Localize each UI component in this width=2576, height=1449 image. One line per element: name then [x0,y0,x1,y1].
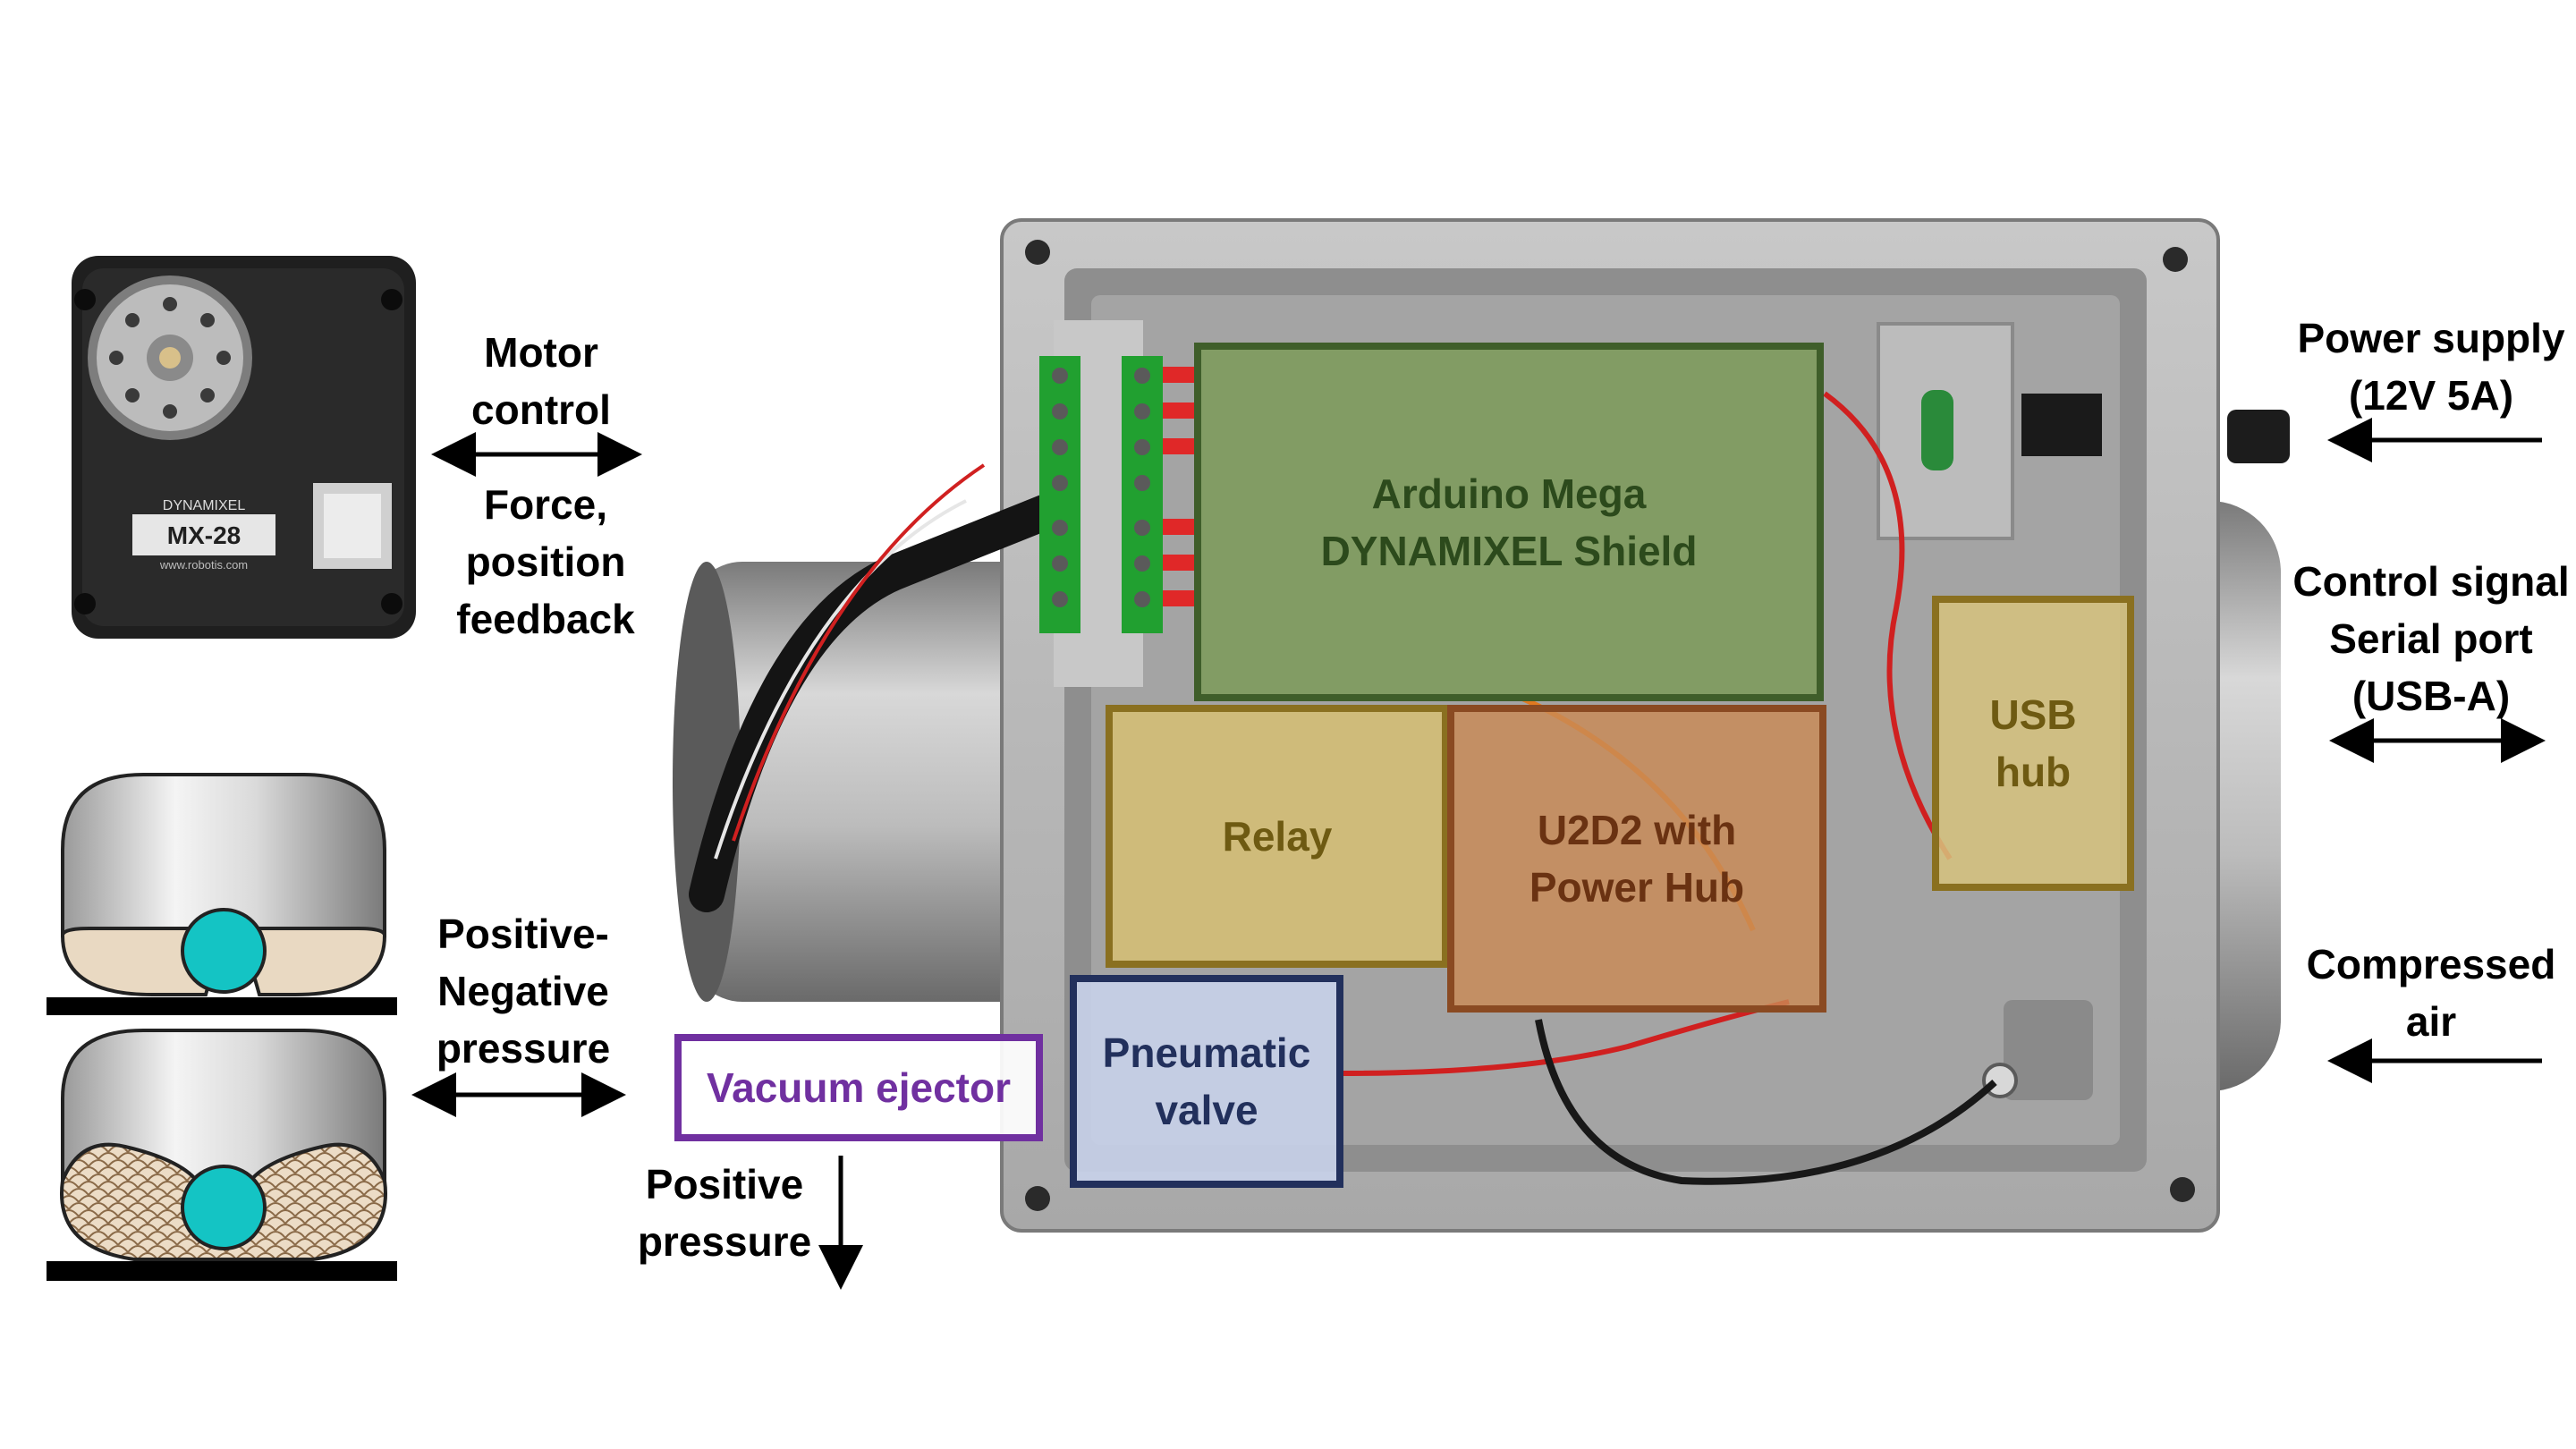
control-line-3: (USB-A) [2351,673,2511,719]
wire-black [1535,1019,1997,1185]
force-line-1: Force, [483,481,608,528]
cable-bundle [689,483,1091,912]
compressed-air-label: Compressed air [2286,936,2576,1050]
force-feedback-label: Force, position feedback [420,476,671,648]
pneumatic-valve-highlight-box [1070,975,1343,1188]
control-signal-label: Control signal Serial port (USB-A) [2286,553,2576,724]
usb-line-2: hub [1995,749,2072,795]
arduino-label: Arduino Mega DYNAMIXEL Shield [1198,346,1820,698]
motor-control-line-2: control [471,386,611,433]
power-supply-label: Power supply (12V 5A) [2286,309,2576,424]
servo-brand-text: DYNAMIXEL [163,498,246,513]
wire-to-valve [1341,999,1790,1076]
arduino-highlight-box [1194,343,1824,701]
servo-model-text: MX-28 [167,521,241,549]
force-line-2: position [465,538,626,585]
u2d2-line-2: Power Hub [1529,864,1745,911]
force-line-3: feedback [456,596,635,642]
wire-red [732,463,986,842]
pressure-line-3: pressure [436,1025,611,1072]
gripper-negative-state [47,1029,397,1281]
usb-line-1: USB [1989,691,2077,738]
positive-pressure-line-2: pressure [637,1218,812,1265]
pneumatic-valve-label: Pneumatic valve [1073,979,1340,1184]
arduino-line-2: DYNAMIXEL Shield [1320,527,1698,574]
pneumatic-line-2: valve [1155,1087,1258,1133]
relay-label: Relay [1109,708,1445,964]
usb-hub-label: USB hub [1936,599,2131,887]
wire-white [714,499,967,860]
relay-text: Relay [1222,813,1333,860]
power-switch [1877,322,2102,540]
servo-motor-image: DYNAMIXEL MX-28 www.robotis.com [72,256,416,639]
vacuum-ejector-highlight-box [674,1034,1043,1141]
pressure-pn-label: Positive- Negative pressure [394,905,653,1077]
control-line-2: Serial port [2329,615,2533,662]
motor-control-label: Motor control [420,324,662,438]
servo-url-text: www.robotis.com [159,558,248,572]
motor-control-line-1: Motor [484,329,598,376]
wire-red-right [1823,391,1953,860]
ejector-text: Vacuum ejector [706,1064,1012,1111]
vacuum-ejector-label: Vacuum ejector [678,1038,1039,1138]
pressure-line-2: Negative [437,968,609,1014]
arduino-line-1: Arduino Mega [1371,470,1647,517]
relay-highlight-box [1106,705,1449,968]
gripper-positive-state [47,773,397,1015]
power-cable-plug [2227,410,2290,463]
positive-pressure-label: Positive pressure [608,1156,841,1270]
u2d2-line-1: U2D2 with [1537,807,1737,853]
terminal-blocks [1039,320,1195,687]
pressure-line-1: Positive- [437,911,609,957]
positive-pressure-line-1: Positive [645,1161,804,1208]
air-line-1: Compressed [2306,941,2556,987]
u2d2-highlight-box [1447,705,1826,1013]
power-line-1: Power supply [2297,315,2565,361]
control-line-1: Control signal [2292,558,2570,605]
air-line-2: air [2405,998,2457,1045]
pneumatic-line-1: Pneumatic [1102,1030,1311,1076]
u2d2-label: U2D2 with Power Hub [1451,708,1823,1009]
usb-hub-highlight-box [1932,596,2134,891]
power-line-2: (12V 5A) [2348,372,2514,419]
